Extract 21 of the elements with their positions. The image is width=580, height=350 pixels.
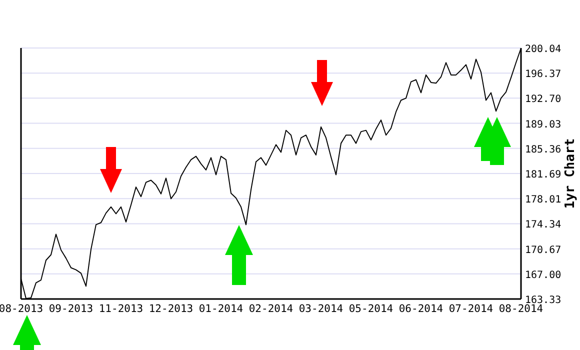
x-tick-label: 09-2013 bbox=[48, 303, 94, 315]
x-tick-label: 07-2014 bbox=[448, 303, 494, 315]
x-tick-label: 01-2014 bbox=[198, 303, 244, 315]
x-tick-label: 08-2014 bbox=[498, 303, 544, 315]
x-tick-label: 05-2014 bbox=[348, 303, 394, 315]
y-tick-label: 174.34 bbox=[525, 220, 562, 231]
y-tick-label: 196.37 bbox=[525, 69, 562, 80]
y-tick-label: 167.00 bbox=[525, 270, 562, 281]
x-tick-label: 03-2014 bbox=[298, 303, 344, 315]
y-tick-label: 200.04 bbox=[525, 44, 562, 55]
y-tick-label: 189.03 bbox=[525, 119, 562, 130]
y-tick-label: 181.69 bbox=[525, 169, 562, 180]
x-tick-label: 11-2013 bbox=[98, 303, 144, 315]
y-tick-label: 185.36 bbox=[525, 144, 562, 156]
y-axis-title: 1yr Chart bbox=[563, 138, 578, 209]
x-tick-label: 02-2014 bbox=[248, 303, 294, 315]
y-tick-label: 170.67 bbox=[525, 244, 562, 256]
y-tick-label: 192.70 bbox=[525, 94, 562, 106]
x-tick-label: 06-2014 bbox=[398, 303, 444, 315]
x-tick-label: 12-2013 bbox=[148, 303, 194, 315]
y-tick-label: 178.01 bbox=[525, 194, 562, 206]
